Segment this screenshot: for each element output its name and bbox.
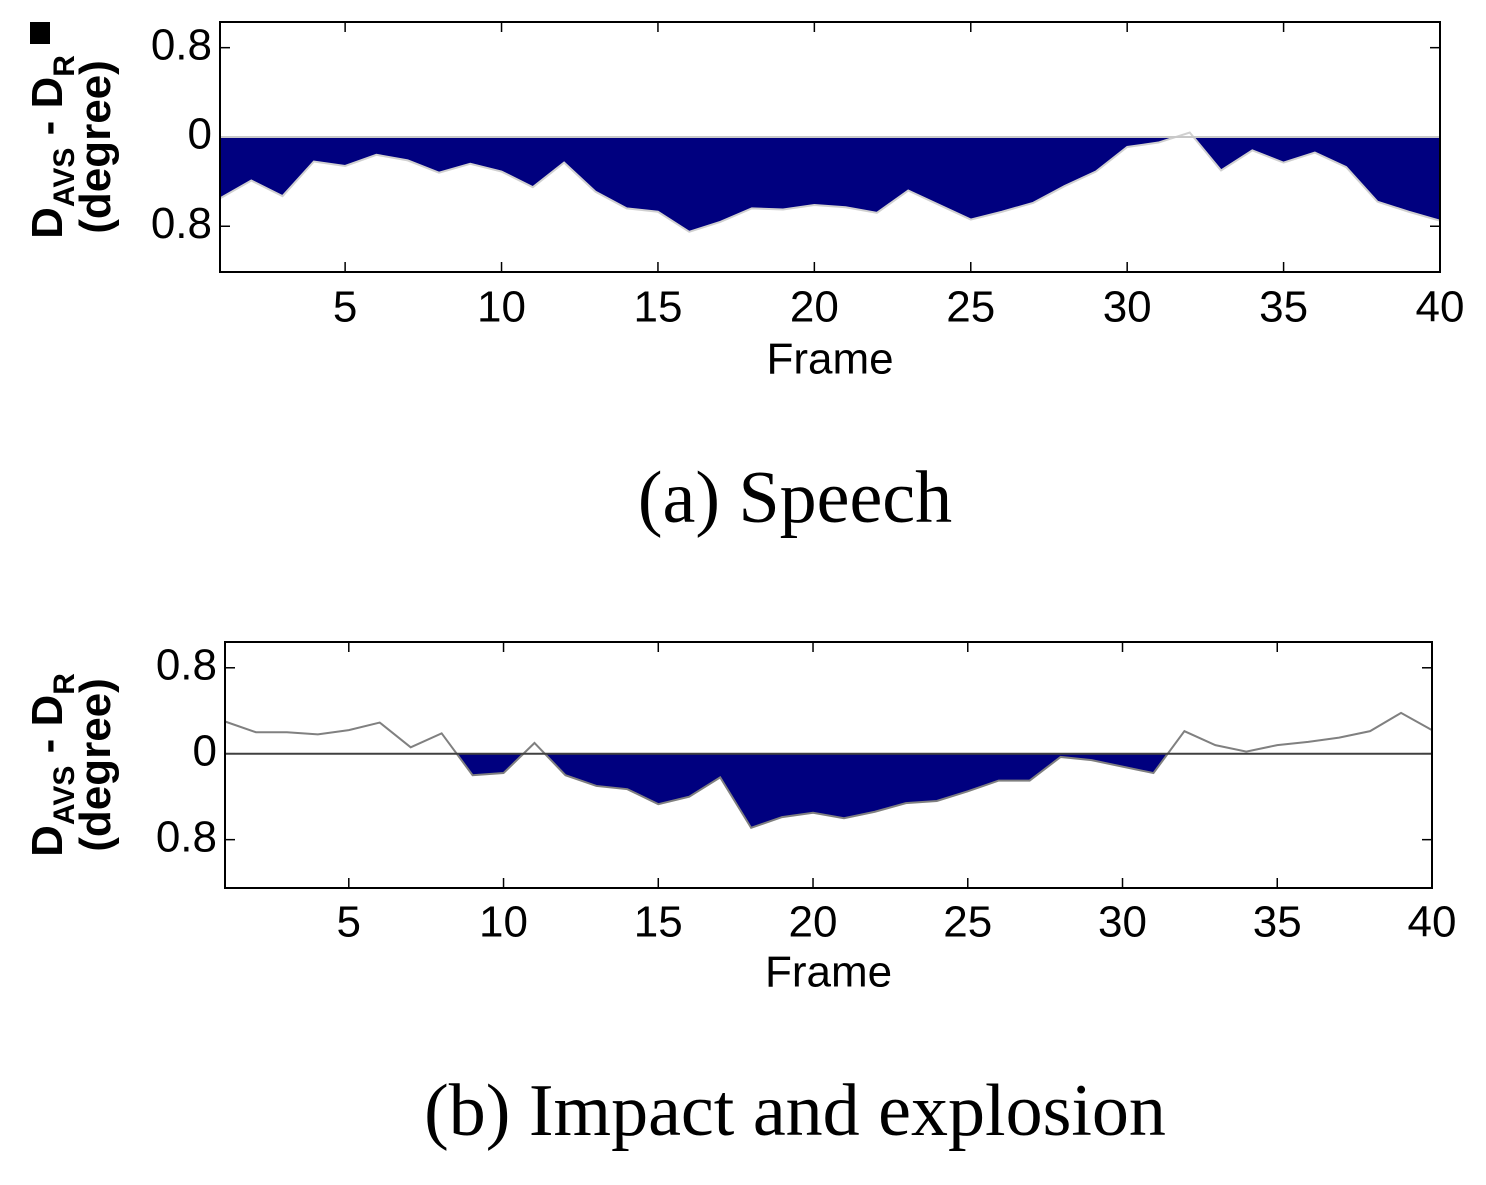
- y-axis-label-part: AVS: [48, 148, 81, 207]
- y-axis-label-part: D: [23, 825, 72, 857]
- x-tick-label: 10: [479, 898, 528, 947]
- y-axis-label-part: - D: [23, 77, 72, 148]
- y-axis-label-part: AVS: [48, 766, 81, 825]
- x-tick-label: 30: [1103, 283, 1152, 332]
- x-axis-label: Frame: [766, 335, 893, 384]
- x-tick-label: 40: [1416, 283, 1465, 332]
- y-tick-label: 0: [193, 726, 217, 775]
- x-tick-label: 20: [790, 283, 839, 332]
- y-axis-label-part: - D: [23, 695, 72, 766]
- y-axis-label-part: R: [48, 673, 81, 695]
- y-axis-label: DAVS - DR: [23, 55, 81, 239]
- x-tick-label: 5: [333, 283, 357, 332]
- area: [225, 753, 1432, 828]
- y-tick-label: 0.8: [151, 20, 212, 69]
- x-tick-label: 10: [477, 283, 526, 332]
- x-axis-label: Frame: [765, 948, 892, 997]
- axes-frame: [224, 641, 1433, 889]
- y-tick-label: 0: [188, 110, 212, 159]
- x-tick-label: 35: [1253, 898, 1302, 947]
- y-tick-label: 0.8: [156, 640, 217, 689]
- y-axis-label-part: D: [23, 207, 72, 239]
- y-tick-label: 0.8: [151, 199, 212, 248]
- x-tick-label: 30: [1098, 898, 1147, 947]
- x-tick-label: 20: [789, 898, 838, 947]
- y-axis-label-part: R: [48, 55, 81, 77]
- y-axis-unit: (degree): [71, 60, 120, 234]
- line: [219, 131, 1441, 233]
- x-tick-label: 25: [946, 283, 995, 332]
- x-tick-label: 15: [633, 283, 682, 332]
- artifact-square: [30, 22, 50, 44]
- y-axis-label: DAVS - DR: [23, 673, 81, 857]
- x-tick-label: 25: [943, 898, 992, 947]
- x-tick-label: 5: [337, 898, 361, 947]
- area: [220, 136, 1440, 232]
- caption: (a) Speech: [638, 457, 952, 539]
- x-tick-label: 35: [1259, 283, 1308, 332]
- x-tick-label: 15: [634, 898, 683, 947]
- y-axis-unit: (degree): [71, 678, 120, 852]
- caption: (b) Impact and explosion: [424, 1070, 1166, 1152]
- axes-frame: [219, 21, 1441, 273]
- x-tick-label: 40: [1408, 898, 1457, 947]
- line: [224, 711, 1433, 830]
- y-tick-label: 0.8: [156, 812, 217, 861]
